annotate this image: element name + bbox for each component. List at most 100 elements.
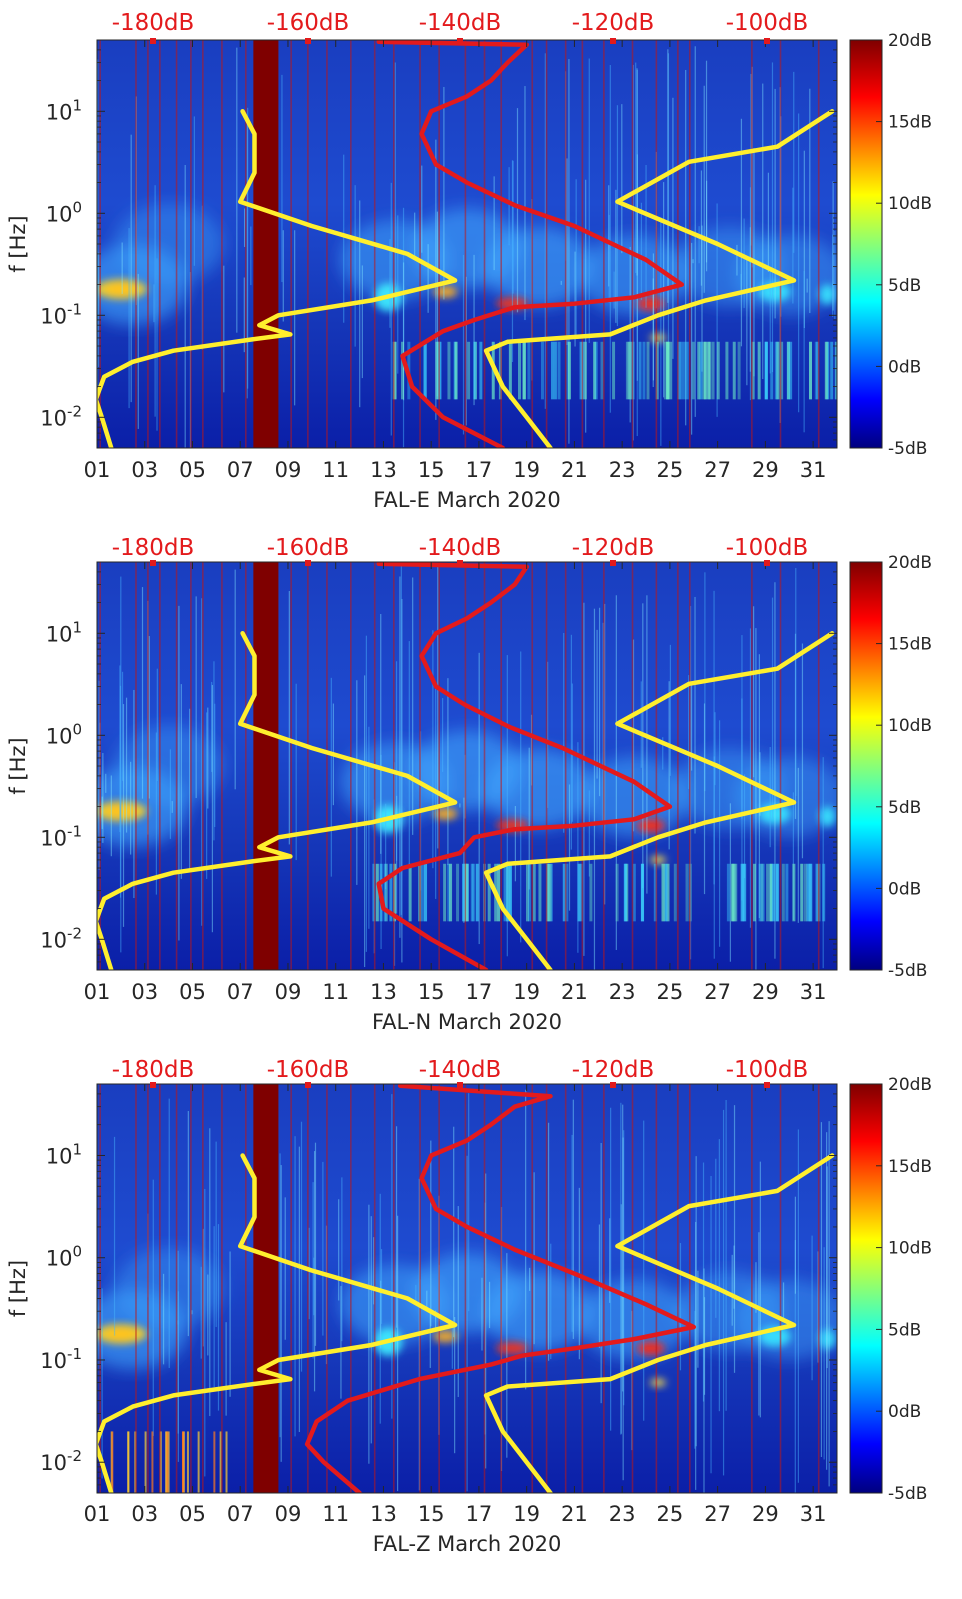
y-tick-label: 10-2 bbox=[40, 402, 82, 430]
x-tick-label: 29 bbox=[752, 1502, 779, 1526]
colorbar-tick-label: 10dB bbox=[888, 1239, 932, 1259]
colorbar-tick-label: 20dB bbox=[888, 553, 932, 573]
top-db-axis: -180dB -160dB -140dB -120dB -100dB bbox=[112, 535, 808, 566]
colorbar-tick-label: 20dB bbox=[888, 1075, 932, 1095]
x-tick-label: 05 bbox=[179, 980, 206, 1004]
top-db-label: -160dB bbox=[267, 10, 350, 36]
colorbar-gradient bbox=[849, 1083, 883, 1494]
colorbar-tick-label: 15dB bbox=[888, 635, 932, 655]
top-db-label: -140dB bbox=[419, 1057, 502, 1083]
top-db-label: -140dB bbox=[419, 10, 502, 36]
x-ticks: 01 03 05 07 09 11 13 15 17 19 21 23 25 27 29 31 bbox=[84, 40, 827, 482]
x-tick-label: 21 bbox=[561, 980, 588, 1004]
y-tick-label: 100 bbox=[46, 1243, 82, 1271]
x-tick-label: 31 bbox=[800, 458, 827, 482]
x-tick-label: 07 bbox=[227, 980, 254, 1004]
x-tick-label: 01 bbox=[84, 458, 111, 482]
x-tick-label: 11 bbox=[322, 458, 349, 482]
spectrogram-area bbox=[97, 40, 837, 448]
x-tick-label: 25 bbox=[657, 980, 684, 1004]
colorbar-tick-label: -5dB bbox=[888, 961, 927, 981]
x-tick-label: 07 bbox=[227, 458, 254, 482]
y-tick-label: 10-1 bbox=[40, 1345, 82, 1373]
x-tick-label: 01 bbox=[84, 1502, 111, 1526]
x-tick-label: 31 bbox=[800, 1502, 827, 1526]
panel-3: 01 03 05 07 09 11 13 15 17 19 21 23 25 27 29 31 10-2 10-1… bbox=[6, 1057, 932, 1556]
x-tick-label: 07 bbox=[227, 1502, 254, 1526]
colorbar-tick-label: 15dB bbox=[888, 113, 932, 133]
series-yellow-curve-B bbox=[483, 1153, 835, 1493]
x-tick-label: 15 bbox=[418, 458, 445, 482]
x-tick-label: 09 bbox=[275, 458, 302, 482]
top-db-label: -120dB bbox=[572, 1057, 655, 1083]
y-tick-label: 101 bbox=[46, 96, 82, 124]
x-tick-label: 17 bbox=[466, 1502, 493, 1526]
y-tick-label: 101 bbox=[46, 618, 82, 646]
x-tick-label: 13 bbox=[370, 1502, 397, 1526]
x-tick-label: 23 bbox=[609, 1502, 636, 1526]
panel-2: 01 03 05 07 09 11 13 15 17 19 21 23 25 27 29 31 10-2 10-1… bbox=[6, 535, 932, 1034]
x-tick-label: 05 bbox=[179, 458, 206, 482]
x-axis-label: FAL-E March 2020 bbox=[373, 488, 561, 512]
colorbar-tick-label: 5dB bbox=[888, 1320, 921, 1340]
y-axis-label: f [Hz] bbox=[6, 737, 30, 794]
colorbar-tick-label: 0dB bbox=[888, 357, 921, 377]
x-tick-label: 11 bbox=[322, 980, 349, 1004]
x-tick-label: 29 bbox=[752, 458, 779, 482]
x-tick-label: 03 bbox=[131, 980, 158, 1004]
top-db-label: -180dB bbox=[112, 10, 195, 36]
top-db-label: -180dB bbox=[112, 1057, 195, 1083]
y-ticks: 10-2 10-1 100 101 bbox=[40, 39, 837, 449]
colorbar: 20dB 15dB 10dB 5dB 0dB -5dB bbox=[849, 1075, 932, 1504]
x-tick-label: 01 bbox=[84, 980, 111, 1004]
x-tick-label: 05 bbox=[179, 1502, 206, 1526]
series-yellow-curve-A bbox=[97, 631, 458, 970]
series-red-curve bbox=[376, 562, 673, 970]
x-tick-label: 17 bbox=[466, 458, 493, 482]
spectrogram-area bbox=[97, 562, 837, 970]
top-db-label: -140dB bbox=[419, 535, 502, 561]
colorbar-tick-label: -5dB bbox=[888, 439, 927, 459]
x-tick-label: 23 bbox=[609, 458, 636, 482]
panel-1: 01 03 05 07 09 11 13 15 17 19 21 23 25 27 29 31 10-2 10-1… bbox=[6, 10, 932, 512]
y-tick-label: 10-1 bbox=[40, 300, 82, 328]
x-tick-label: 09 bbox=[275, 980, 302, 1004]
data-gap-column bbox=[253, 40, 279, 448]
top-db-label: -160dB bbox=[267, 535, 350, 561]
y-tick-label: 100 bbox=[46, 198, 82, 226]
x-tick-label: 15 bbox=[418, 1502, 445, 1526]
x-tick-label: 03 bbox=[131, 458, 158, 482]
top-db-label: -120dB bbox=[572, 535, 655, 561]
x-tick-label: 27 bbox=[704, 980, 731, 1004]
x-tick-label: 29 bbox=[752, 980, 779, 1004]
x-tick-label: 19 bbox=[513, 458, 540, 482]
series-yellow-curve-A bbox=[97, 1153, 458, 1493]
red-vertical-lines bbox=[99, 562, 820, 970]
top-db-label: -160dB bbox=[267, 1057, 350, 1083]
top-db-axis: -180dB -160dB -140dB -120dB -100dB bbox=[112, 1057, 809, 1088]
top-db-label: -120dB bbox=[572, 10, 655, 36]
x-tick-label: 21 bbox=[561, 458, 588, 482]
series-yellow-curve-B bbox=[483, 109, 835, 448]
y-tick-label: 10-2 bbox=[40, 924, 82, 952]
x-tick-label: 21 bbox=[561, 1502, 588, 1526]
x-tick-label: 23 bbox=[609, 980, 636, 1004]
x-tick-label: 25 bbox=[657, 1502, 684, 1526]
y-axis-label: f [Hz] bbox=[6, 215, 30, 272]
x-axis-label: FAL-N March 2020 bbox=[372, 1010, 562, 1034]
x-tick-label: 31 bbox=[800, 980, 827, 1004]
top-db-label: -100dB bbox=[726, 10, 809, 36]
colorbar-tick-label: 5dB bbox=[888, 276, 921, 296]
x-tick-label: 03 bbox=[131, 1502, 158, 1526]
colorbar-tick-label: 0dB bbox=[888, 879, 921, 899]
x-tick-label: 11 bbox=[322, 1502, 349, 1526]
top-db-label: -100dB bbox=[726, 1057, 809, 1083]
red-vertical-lines bbox=[99, 40, 820, 448]
x-tick-label: 15 bbox=[418, 980, 445, 1004]
y-tick-label: 10-1 bbox=[40, 822, 82, 850]
y-axis-label: f [Hz] bbox=[6, 1260, 30, 1317]
y-ticks: 10-2 10-1 100 101 bbox=[40, 561, 837, 971]
series-yellow-curve-B bbox=[483, 631, 835, 970]
x-ticks: 01 03 05 07 09 11 13 15 17 19 21 23 25 27 29 31 bbox=[84, 1084, 827, 1526]
